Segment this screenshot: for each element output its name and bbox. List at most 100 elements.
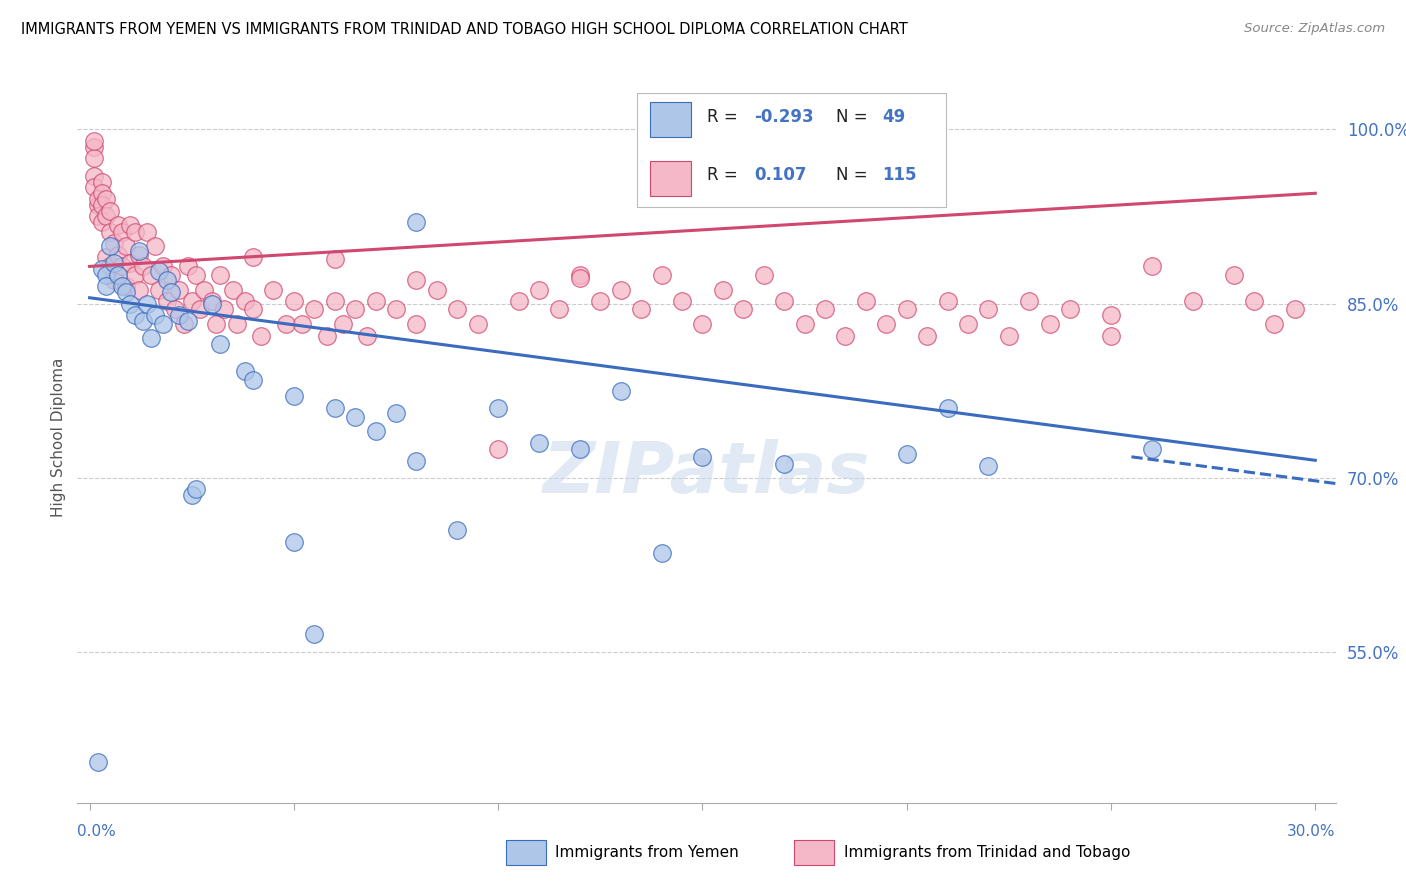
Point xyxy=(344,410,367,425)
Text: 30.0%: 30.0% xyxy=(1288,823,1336,838)
Text: R =: R = xyxy=(707,166,748,185)
Point xyxy=(711,283,734,297)
Point xyxy=(936,401,959,415)
FancyBboxPatch shape xyxy=(637,94,946,207)
Point xyxy=(956,318,979,332)
Point xyxy=(115,238,138,252)
Text: 0.0%: 0.0% xyxy=(77,823,117,838)
Point xyxy=(1018,294,1040,309)
Point xyxy=(1284,302,1306,317)
Point xyxy=(977,302,1000,317)
Point xyxy=(128,244,150,259)
Point xyxy=(115,279,138,293)
Point xyxy=(90,198,112,212)
Point xyxy=(834,329,856,343)
Point xyxy=(733,302,755,317)
Point xyxy=(609,283,631,297)
Point xyxy=(120,218,142,232)
Point xyxy=(250,329,273,343)
Point xyxy=(977,459,1000,474)
Point xyxy=(120,256,142,270)
Y-axis label: High School Diploma: High School Diploma xyxy=(51,358,66,516)
Point xyxy=(94,250,117,264)
Point xyxy=(304,302,326,317)
Point xyxy=(180,294,202,309)
Point xyxy=(875,318,897,332)
Point xyxy=(94,268,117,282)
Point xyxy=(323,401,346,415)
Point xyxy=(128,283,150,297)
Point xyxy=(143,308,166,322)
Point xyxy=(1181,294,1204,309)
Point xyxy=(169,283,191,297)
Point xyxy=(692,318,714,332)
Point xyxy=(169,308,191,322)
Text: Immigrants from Yemen: Immigrants from Yemen xyxy=(555,846,740,860)
Point xyxy=(385,406,408,420)
Point xyxy=(1059,302,1081,317)
Point xyxy=(814,302,837,317)
Point xyxy=(188,302,211,317)
Point xyxy=(364,294,387,309)
Point xyxy=(90,186,112,201)
Point xyxy=(176,314,198,328)
Point xyxy=(630,302,652,317)
Point xyxy=(896,302,918,317)
Point xyxy=(193,283,215,297)
Text: 0.107: 0.107 xyxy=(755,166,807,185)
Point xyxy=(94,279,117,293)
Point xyxy=(486,401,509,415)
Point xyxy=(94,192,117,206)
Point xyxy=(1263,318,1285,332)
Point xyxy=(148,264,170,278)
Point xyxy=(486,442,509,456)
Point xyxy=(156,273,179,287)
Point xyxy=(548,302,571,317)
Point xyxy=(527,436,550,450)
Point xyxy=(1243,294,1265,309)
Point xyxy=(405,215,427,229)
Point xyxy=(221,283,243,297)
Point xyxy=(1222,268,1244,282)
Point xyxy=(915,329,938,343)
Point xyxy=(385,302,408,317)
Point xyxy=(671,294,693,309)
Text: R =: R = xyxy=(707,108,742,126)
Point xyxy=(83,152,105,166)
Point xyxy=(589,294,612,309)
Point xyxy=(896,448,918,462)
Point xyxy=(131,314,153,328)
Point xyxy=(115,285,138,299)
Point xyxy=(111,260,134,274)
Point xyxy=(446,523,468,537)
Point xyxy=(405,454,427,468)
Point xyxy=(111,225,134,239)
Point xyxy=(135,225,157,239)
Point xyxy=(143,238,166,252)
Point xyxy=(156,294,179,309)
Text: N =: N = xyxy=(837,166,873,185)
Point xyxy=(124,268,146,282)
Text: Source: ZipAtlas.com: Source: ZipAtlas.com xyxy=(1244,22,1385,36)
Text: 49: 49 xyxy=(883,108,905,126)
Point xyxy=(262,283,284,297)
Point xyxy=(527,283,550,297)
Point xyxy=(87,755,110,769)
Point xyxy=(233,364,256,378)
Point xyxy=(242,373,264,387)
Bar xyxy=(650,161,692,195)
Point xyxy=(176,260,198,274)
Point xyxy=(160,285,183,299)
Point xyxy=(107,218,129,232)
Point xyxy=(274,318,297,332)
Point xyxy=(651,546,673,560)
Point xyxy=(283,294,305,309)
Point xyxy=(107,268,129,282)
Point xyxy=(103,273,125,287)
Point xyxy=(128,248,150,262)
Point xyxy=(111,279,134,293)
Point xyxy=(467,318,489,332)
Point xyxy=(1140,260,1163,274)
Point xyxy=(184,268,207,282)
Point xyxy=(405,273,427,287)
